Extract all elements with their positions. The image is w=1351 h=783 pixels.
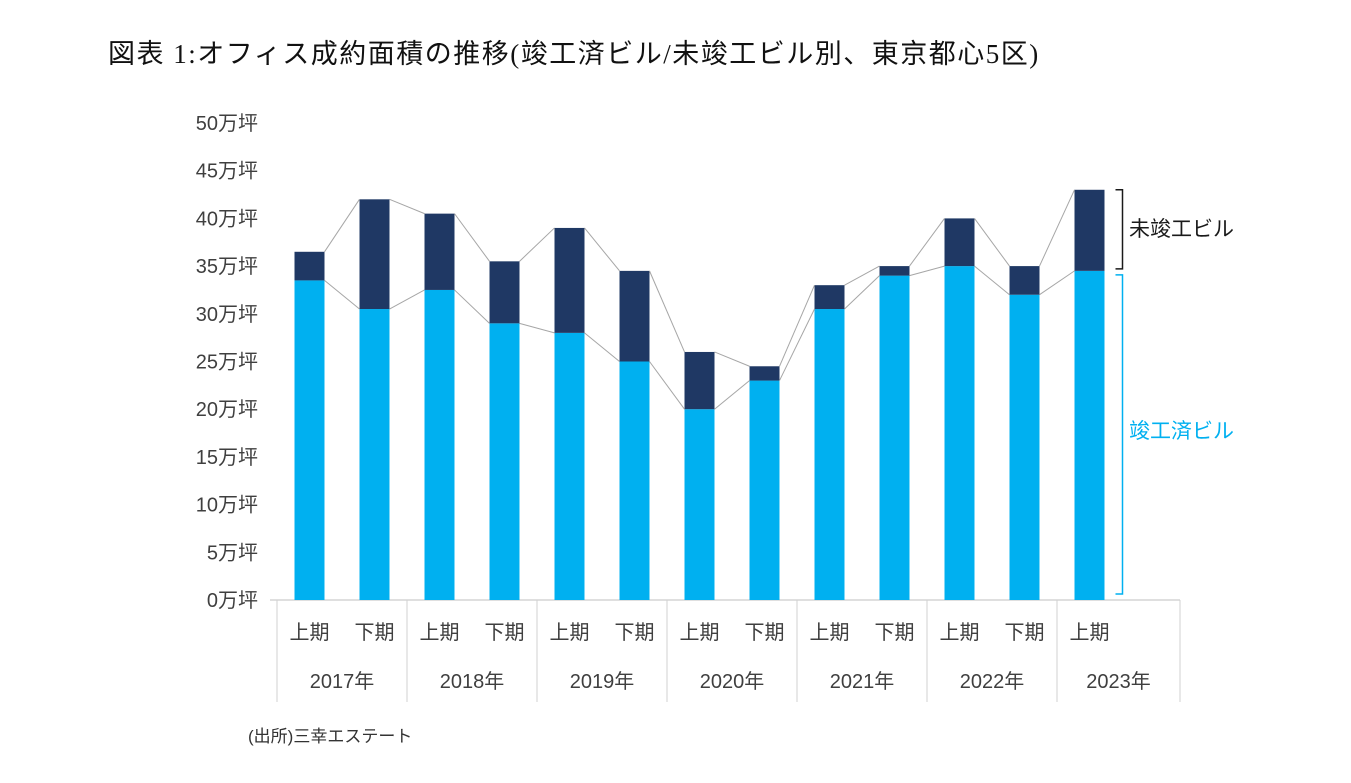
y-tick-label: 25万坪 [196,351,258,374]
series-connector-total [454,213,490,262]
category-label: 上期 [810,621,850,644]
series-connector-completed [649,361,685,410]
bar-uncompleted-segment [424,213,455,290]
series-connector-completed [1039,270,1075,296]
y-tick-label: 15万坪 [196,446,258,469]
series-connector-completed [844,275,880,310]
series-connector-completed [909,265,945,277]
y-tick-label: 20万坪 [196,398,258,421]
category-label: 下期 [875,622,915,644]
category-label: 上期 [680,621,720,644]
year-label: 2019年 [570,670,635,693]
series-connector-total [844,265,880,286]
bar-completed-segment [814,309,845,600]
year-label: 2018年 [440,670,505,693]
category-label: 下期 [485,622,525,644]
bar-uncompleted-segment [619,270,650,362]
series-connector-total [389,198,425,215]
year-label: 2017年 [310,670,375,693]
bar-completed-segment [944,266,975,600]
source-note: (出所)三幸エステート [248,727,413,746]
series-connector-completed [519,322,555,334]
bar-completed-segment [1009,294,1040,600]
series-connector-total [324,199,360,253]
category-label: 上期 [550,621,590,644]
y-tick-label: 0万坪 [207,589,258,612]
bar-completed-segment [879,275,910,600]
legend-label-uncompleted: 未竣工ビル [1129,218,1234,241]
series-connector-total [779,284,815,367]
bar-completed-segment [359,309,390,600]
series-connector-total [584,227,620,272]
bar-completed-segment [749,380,780,600]
category-label: 下期 [355,622,395,644]
y-tick-label: 45万坪 [196,160,258,183]
y-tick-label: 10万坪 [196,494,258,517]
bracket-uncompleted [1115,189,1124,270]
year-label: 2023年 [1086,670,1151,693]
category-label: 上期 [290,621,330,644]
series-connector-completed [389,289,425,310]
bar-uncompleted-segment [814,285,845,310]
bar-uncompleted-segment [554,227,585,333]
year-label: 2021年 [830,670,895,693]
bar-uncompleted-segment [684,351,715,410]
bar-completed-segment [554,332,585,600]
series-connector-total [1039,189,1075,267]
bar-uncompleted-segment [294,251,325,281]
series-connector-total [714,351,750,367]
series-connector-completed [779,308,815,381]
bar-completed-segment [294,280,325,600]
series-connector-total [649,270,685,353]
series-connector-completed [714,380,750,410]
series-connector-completed [584,332,620,362]
stacked-bar-chart: 0万坪 5万坪 10万坪 15万坪 20万坪 25万坪 30万坪 35万坪 40万坪 45万坪 50… [196,112,1181,702]
y-tick-label: 30万坪 [196,303,258,326]
bracket-completed [1115,274,1124,595]
bar-completed-segment [1074,270,1105,600]
bar-completed-segment [684,409,715,600]
year-label: 2020年 [700,670,765,693]
category-label: 上期 [420,621,460,644]
series-connector-completed [454,289,490,324]
y-tick-label: 50万坪 [196,112,258,135]
bar-completed-segment [619,361,650,600]
series-connector-total [974,218,1010,267]
bar-uncompleted-segment [1074,189,1105,271]
legend-label-completed: 竣工済ビル [1129,420,1234,443]
series-connector-completed [974,265,1010,296]
y-tick-label: 5万坪 [207,541,258,564]
bar-completed-segment [489,323,520,600]
bar-uncompleted-segment [944,218,975,267]
category-label: 下期 [745,622,785,644]
bar-uncompleted-segment [879,266,910,276]
series-connector-completed [324,280,360,310]
bar-completed-segment [424,289,455,600]
category-label: 上期 [940,621,980,644]
y-tick-label: 40万坪 [196,207,258,230]
bar-uncompleted-segment [749,366,780,381]
bar-uncompleted-segment [1009,266,1040,295]
series-connector-total [519,227,555,262]
category-label: 上期 [1070,621,1110,644]
page-title: 図表 1:オフィス成約面積の推移(竣工済ビル/未竣工ビル別、東京都心5区) [108,39,1040,69]
y-tick-label: 35万坪 [196,255,258,278]
bar-uncompleted-segment [359,199,390,310]
category-label: 下期 [1005,622,1045,644]
bar-uncompleted-segment [489,261,520,324]
series-connector-total [909,218,945,267]
year-label: 2022年 [960,670,1025,693]
category-label: 下期 [615,622,655,644]
